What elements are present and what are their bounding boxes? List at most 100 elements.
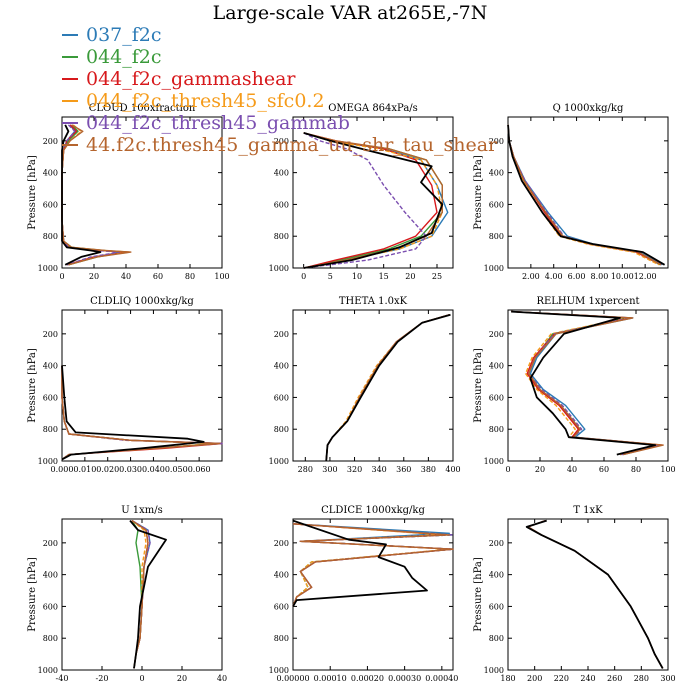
series-line [325, 314, 450, 462]
series-line [507, 124, 666, 266]
chart-panel: Q 1000xkg/kg 200 400 600 800 1000 2.00 4.00 6.00… [473, 103, 669, 281]
y-axis-label: Pressure [hPa] [473, 155, 484, 230]
x-tick-label: 40 [567, 465, 577, 474]
x-tick-label: 0 [59, 272, 64, 281]
x-tick-label: 400 [445, 465, 460, 474]
x-tick-label: 60 [153, 272, 163, 281]
x-tick-label: 0.030 [119, 465, 142, 474]
series-line [61, 124, 102, 266]
x-tick-label: 20 [405, 272, 415, 281]
y-tick-label: 600 [274, 200, 289, 209]
series-line [325, 314, 450, 462]
plot-frame [507, 116, 669, 269]
panel-title: RELHUM 1xpercent [536, 296, 639, 307]
x-tick-label: 0 [139, 674, 144, 683]
series-line [527, 519, 664, 669]
series-line [527, 519, 664, 669]
legend-line-swatch [62, 144, 78, 146]
x-tick-label: 12.00 [634, 272, 657, 281]
y-tick-label: 1000 [269, 457, 289, 466]
y-tick-label: 600 [43, 393, 58, 402]
x-tick-label: 220 [554, 674, 569, 683]
x-tick-label: 20 [89, 272, 99, 281]
y-tick-label: 600 [274, 393, 289, 402]
series-line [131, 520, 147, 669]
y-tick-label: 600 [489, 200, 504, 209]
y-tick-label: 400 [274, 571, 289, 580]
legend-line-swatch [62, 34, 78, 36]
x-tick-label: 180 [500, 674, 515, 683]
x-tick-label: 0.060 [188, 465, 211, 474]
x-tick-label: 2.00 [522, 272, 540, 281]
x-tick-label: 20 [177, 674, 187, 683]
x-tick-label: 0.000 [51, 465, 74, 474]
x-tick-label: 0.020 [96, 465, 119, 474]
legend-label: 037_f2c [86, 24, 162, 46]
legend: 037_f2c 044_f2c 044_f2c_gammashear 044_f… [62, 24, 497, 156]
x-tick-label: 0.050 [165, 465, 188, 474]
legend-item: 037_f2c [62, 24, 497, 46]
series-line [511, 310, 663, 456]
x-tick-label: 0.00020 [351, 674, 384, 683]
legend-label: 044_f2c_thresh45_sfc0.2 [86, 90, 325, 112]
series-line [303, 132, 427, 269]
chart-panel: THETA 1.0xK 200 400 600 800 1000 280 300 320 340 3… [269, 296, 461, 474]
plot-frame [507, 309, 669, 462]
y-tick-label: 200 [489, 330, 504, 339]
x-tick-label: 280 [634, 674, 649, 683]
y-tick-label: 1000 [38, 666, 58, 675]
chart-panel: CLDICE 1000xkg/kg 200 400 600 800 10000.00000… [269, 505, 459, 683]
y-tick-label: 1000 [269, 666, 289, 675]
series-line [303, 132, 444, 269]
panel-title: T 1xK [573, 505, 603, 516]
y-tick-label: 200 [489, 137, 504, 146]
y-tick-label: 800 [274, 232, 289, 241]
x-tick-label: 15 [379, 272, 389, 281]
y-tick-label: 400 [489, 169, 504, 178]
x-tick-label: 0.00040 [425, 674, 458, 683]
legend-line-swatch [62, 100, 78, 102]
series-line [511, 310, 657, 456]
legend-item: 44.f2c.thresh45_gamma_uu_shr_tau_shear [62, 134, 497, 156]
x-tick-label: 200 [527, 674, 542, 683]
y-tick-label: 600 [489, 393, 504, 402]
series-line [61, 365, 221, 460]
panel-title: Q 1000xkg/kg [553, 103, 624, 114]
x-tick-label: 0.00030 [388, 674, 421, 683]
series-line [292, 523, 454, 607]
series-line [61, 365, 205, 461]
x-tick-label: 0.00010 [314, 674, 347, 683]
legend-item: 044_f2c_gammashear [62, 68, 497, 90]
legend-item: 044_f2c_thresh45_sfc0.2 [62, 90, 497, 112]
y-tick-label: 600 [43, 200, 58, 209]
y-tick-label: 1000 [38, 264, 58, 273]
y-tick-label: 400 [274, 169, 289, 178]
y-tick-label: 800 [489, 425, 504, 434]
x-tick-label: 20 [535, 465, 545, 474]
chart-panel: U 1xm/s 200 400 600 800 1000-40 -20 0 20 40 Pressu… [27, 505, 227, 683]
series-line [527, 519, 664, 669]
y-tick-label: 200 [43, 137, 58, 146]
x-tick-label: 0.040 [142, 465, 165, 474]
y-tick-label: 800 [43, 634, 58, 643]
y-axis-label: Pressure [hPa] [473, 557, 484, 632]
x-tick-label: 10 [352, 272, 362, 281]
y-tick-label: 200 [43, 330, 58, 339]
y-tick-label: 800 [489, 232, 504, 241]
x-tick-label: 6.00 [568, 272, 586, 281]
x-tick-label: 25 [432, 272, 442, 281]
legend-label: 044_f2c_thresh45_gammab [86, 112, 350, 134]
x-tick-label: 360 [396, 465, 411, 474]
series-line [325, 314, 450, 462]
plot-frame [292, 309, 454, 462]
y-tick-label: 600 [43, 602, 58, 611]
y-tick-label: 200 [43, 539, 58, 548]
page-title: Large-scale VAR at265E,-7N [212, 2, 488, 24]
series-line [325, 313, 451, 462]
plot-frame [507, 518, 669, 671]
y-tick-label: 400 [43, 571, 58, 580]
